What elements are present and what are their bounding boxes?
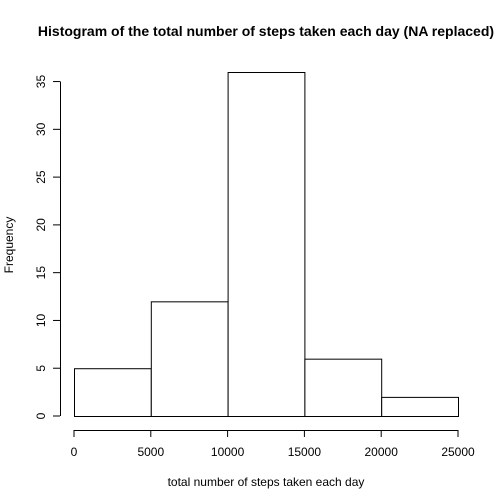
y-tick-label: 30 xyxy=(34,122,48,136)
y-tick-label: 0 xyxy=(34,412,48,419)
y-tick-label: 25 xyxy=(34,170,48,184)
x-axis: 0 5000 10000 15000 20000 25000 xyxy=(71,430,475,459)
x-tick-label: 20000 xyxy=(365,445,399,459)
y-tick-label: 10 xyxy=(34,313,48,327)
histogram-bar-4 xyxy=(381,396,460,417)
x-tick-label: 25000 xyxy=(441,445,475,459)
x-tick-label: 10000 xyxy=(211,445,245,459)
y-tick-label: 15 xyxy=(34,266,48,280)
y-tick-label: 35 xyxy=(34,75,48,89)
chart-title: Histogram of the total number of steps t… xyxy=(38,23,494,39)
x-tick-label: 0 xyxy=(71,445,78,459)
y-axis: 0 5 10 15 20 25 30 35 xyxy=(34,75,61,419)
y-tick-label: 20 xyxy=(34,218,48,232)
histogram-bar-2 xyxy=(227,72,306,417)
x-axis-label: total number of steps taken each day xyxy=(168,475,365,489)
x-tick-label: 15000 xyxy=(288,445,322,459)
bars-group xyxy=(74,72,460,418)
histogram-bar-1 xyxy=(150,301,229,418)
x-tick-label: 5000 xyxy=(137,445,164,459)
histogram-bar-0 xyxy=(74,368,152,418)
y-tick-label: 5 xyxy=(34,365,48,372)
histogram-bar-3 xyxy=(304,358,383,417)
y-axis-label: Frequency xyxy=(2,217,16,274)
